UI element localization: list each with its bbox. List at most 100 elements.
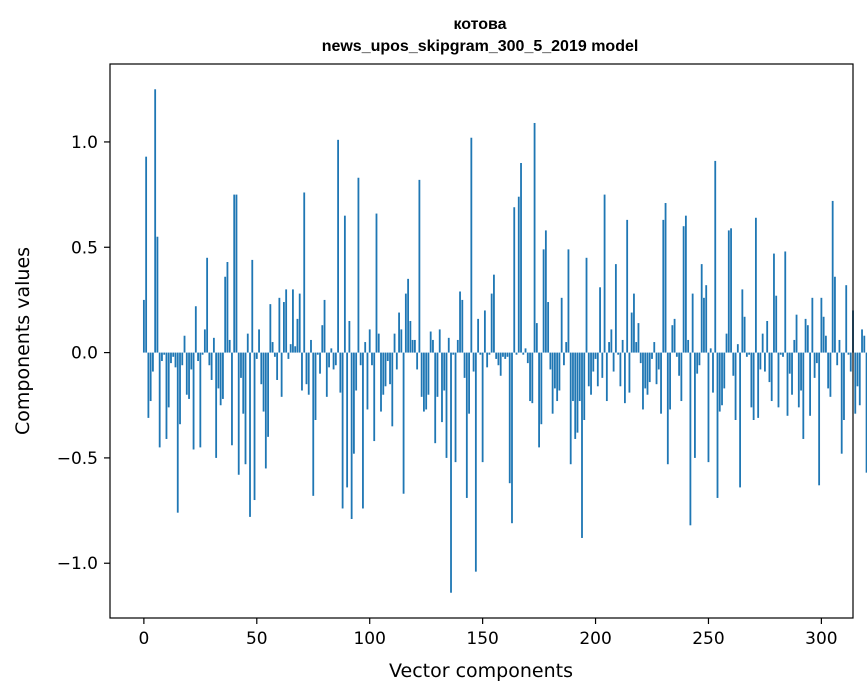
bar <box>666 352 669 465</box>
bar <box>592 352 595 372</box>
bar <box>445 352 448 458</box>
bar <box>547 302 550 353</box>
bar <box>380 352 382 412</box>
bar <box>506 352 509 357</box>
bar <box>438 329 441 353</box>
plot-frame <box>109 63 854 619</box>
bar <box>707 352 710 463</box>
x-tick-label: 0 <box>138 629 149 649</box>
bar <box>303 192 306 353</box>
bar <box>825 335 827 353</box>
bar <box>624 352 626 404</box>
bar <box>217 352 220 389</box>
bar <box>330 348 333 353</box>
bar <box>590 352 592 395</box>
bar <box>716 352 719 498</box>
bar <box>170 352 172 364</box>
bar <box>572 352 574 402</box>
bar <box>427 352 430 395</box>
bar <box>795 314 798 353</box>
bar <box>847 352 850 355</box>
bar <box>298 293 301 353</box>
bar <box>292 289 294 353</box>
bar <box>447 337 450 353</box>
bar <box>811 297 814 353</box>
bar <box>511 352 513 524</box>
bar <box>709 348 712 353</box>
bar <box>764 352 766 372</box>
bar <box>244 352 247 465</box>
bar <box>578 352 581 402</box>
bar <box>849 352 852 372</box>
bar <box>863 335 866 353</box>
bar <box>563 352 565 366</box>
bar <box>172 352 175 357</box>
bar <box>450 352 452 593</box>
bar <box>687 339 690 353</box>
bar <box>831 200 834 353</box>
bar <box>544 230 547 353</box>
bar <box>355 352 358 391</box>
bar <box>321 325 324 353</box>
bar <box>459 291 461 353</box>
bar <box>628 352 631 393</box>
bar <box>411 339 414 353</box>
bar <box>585 257 588 353</box>
bar <box>382 352 385 395</box>
bar <box>748 352 751 355</box>
bar <box>614 264 617 353</box>
bar <box>228 339 231 353</box>
bar <box>429 331 432 353</box>
bar <box>188 352 190 399</box>
bar <box>316 352 319 355</box>
bar <box>834 276 836 353</box>
bar <box>161 352 163 362</box>
bar <box>714 160 717 353</box>
bar <box>377 333 380 353</box>
bar <box>691 293 694 353</box>
bar <box>644 352 647 389</box>
bar <box>404 293 407 353</box>
bar <box>436 352 439 397</box>
bar <box>653 342 656 353</box>
bar <box>332 352 335 370</box>
bar <box>601 352 604 378</box>
bar <box>219 352 222 406</box>
bar <box>452 352 455 355</box>
bar <box>858 352 861 406</box>
bar <box>470 137 473 353</box>
bar <box>264 352 267 469</box>
bar <box>305 352 308 385</box>
bar <box>768 352 771 383</box>
bar <box>307 352 310 395</box>
bar <box>409 320 412 353</box>
y-tick-label: 1.0 <box>71 133 98 153</box>
bar <box>730 228 732 353</box>
bar <box>605 352 608 402</box>
bar <box>655 352 658 385</box>
bar <box>818 352 821 486</box>
bar <box>183 335 186 353</box>
x-tick-label: 200 <box>579 629 611 649</box>
bar <box>208 352 211 366</box>
bar <box>461 299 464 353</box>
bar <box>368 329 371 353</box>
bar <box>441 352 443 423</box>
bar <box>502 352 504 357</box>
bar <box>156 236 159 353</box>
x-tick-label: 100 <box>353 629 385 649</box>
bar <box>551 352 554 414</box>
bar <box>328 352 330 368</box>
y-axis-ticks: −1.0 −0.5 0.0 0.5 1.0 <box>57 133 110 574</box>
bar <box>481 352 484 463</box>
bar <box>703 297 705 353</box>
bar <box>727 230 730 353</box>
bar <box>736 344 739 353</box>
bar <box>840 352 843 454</box>
bar <box>312 352 315 496</box>
bar <box>142 299 145 353</box>
bar <box>705 285 708 353</box>
bar <box>734 352 737 420</box>
bar <box>583 352 586 420</box>
bar <box>856 352 859 387</box>
